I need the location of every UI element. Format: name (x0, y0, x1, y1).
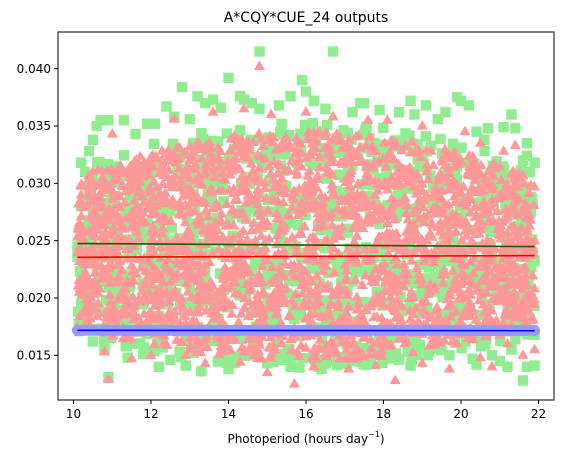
scatter-point-green (165, 355, 175, 365)
scatter-point-green (294, 362, 304, 372)
x-tick-label: 12 (143, 407, 158, 421)
scatter-point-green (529, 360, 539, 370)
y-tick-label: 0.030 (17, 177, 51, 191)
scatter-point-green (309, 96, 319, 106)
scatter-point-green (185, 114, 195, 124)
x-axis-label-prefix: Photoperiod (hours day (227, 432, 368, 446)
scatter-point-green (200, 98, 210, 108)
scatter-point-green (378, 123, 388, 133)
scatter-point-green (347, 107, 357, 117)
x-axis-ticks: 10 12 14 16 18 20 22 (66, 400, 546, 421)
scatter-point-green (297, 75, 307, 85)
scatter-point-green (181, 360, 191, 370)
scatter-point-green (103, 115, 113, 125)
scatter-point-green (502, 362, 512, 372)
scatter-point-green (483, 123, 493, 133)
scatter-point-green (405, 96, 415, 106)
scatter-point-green (423, 350, 433, 360)
scatter-point-green (409, 109, 419, 119)
scatter-point-green (421, 100, 431, 110)
scatter-point-green (529, 158, 539, 168)
scatter-point-green (487, 350, 497, 360)
scatter-point-green (154, 362, 164, 372)
scatter-point-green (177, 82, 187, 92)
scatter-point-green (196, 366, 206, 376)
scatter-point-green (444, 350, 454, 360)
y-tick-label: 0.015 (17, 348, 51, 362)
scatter-point-green (467, 354, 477, 364)
scatter-point-green (223, 73, 233, 83)
scatter-point-green (254, 46, 264, 56)
scatter-point-green (216, 103, 226, 113)
x-axis-label: Photoperiod (hours day−1) (227, 430, 384, 446)
scatter-point-green (150, 119, 160, 129)
y-tick-label: 0.025 (17, 234, 51, 248)
scatter-point-green (84, 146, 94, 156)
scatter-point-green (498, 122, 508, 132)
scatter-point-green (88, 135, 98, 145)
scatter-point-green (510, 123, 520, 133)
scatter-point-green (405, 360, 415, 370)
scatter-point-green (285, 91, 295, 101)
x-tick-label: 18 (376, 407, 391, 421)
scatter-point-green (518, 155, 528, 165)
scatter-point-green (285, 362, 295, 372)
scatter-point-green (92, 121, 102, 131)
scatter-point-green (88, 336, 98, 346)
scatter-point-green (440, 107, 450, 117)
x-tick-label: 16 (298, 407, 313, 421)
x-axis-label-superscript: −1 (368, 430, 380, 439)
scatter-point-green (374, 105, 384, 115)
scatter-point-green (276, 119, 286, 129)
scatter-point-green (223, 364, 233, 374)
x-tick-label: 20 (453, 407, 468, 421)
x-tick-label: 22 (531, 407, 546, 421)
scatter-point-green (130, 129, 140, 139)
scatter-point-green (301, 86, 311, 96)
scatter-point-green (464, 100, 474, 110)
scatter-point-green (421, 131, 431, 141)
scatter-point-green (254, 104, 264, 114)
scatter-point-green (359, 98, 369, 108)
scatter-point-green (435, 134, 445, 144)
scatter-point-green (119, 115, 129, 125)
scatter-point-green (76, 158, 86, 168)
x-axis-label-suffix: ) (380, 432, 385, 446)
x-tick-label: 14 (221, 407, 236, 421)
chart-title: A*CQY*CUE_24 outputs (224, 10, 389, 26)
scatter-point-green (274, 100, 284, 110)
scatter-point-green (522, 138, 532, 148)
scatter-point-green (394, 107, 404, 117)
scatter-point-green (518, 375, 528, 385)
scatter-point-green (479, 146, 489, 156)
scatter-point-green (394, 355, 404, 365)
y-tick-label: 0.035 (17, 119, 51, 133)
scatter-point-green (328, 46, 338, 56)
scatter-point-green (506, 109, 516, 119)
scatter-point-green (161, 101, 171, 111)
y-tick-label: 0.020 (17, 291, 51, 305)
scatter-point-green (320, 104, 330, 114)
scatter-point-green (119, 150, 129, 160)
scatter-point-green (149, 139, 159, 149)
y-axis-ticks: 0.015 0.020 0.025 0.030 0.035 0.040 (17, 62, 58, 363)
x-tick-label: 10 (66, 407, 81, 421)
scatter-point-green (99, 335, 109, 345)
y-tick-label: 0.040 (17, 62, 51, 76)
